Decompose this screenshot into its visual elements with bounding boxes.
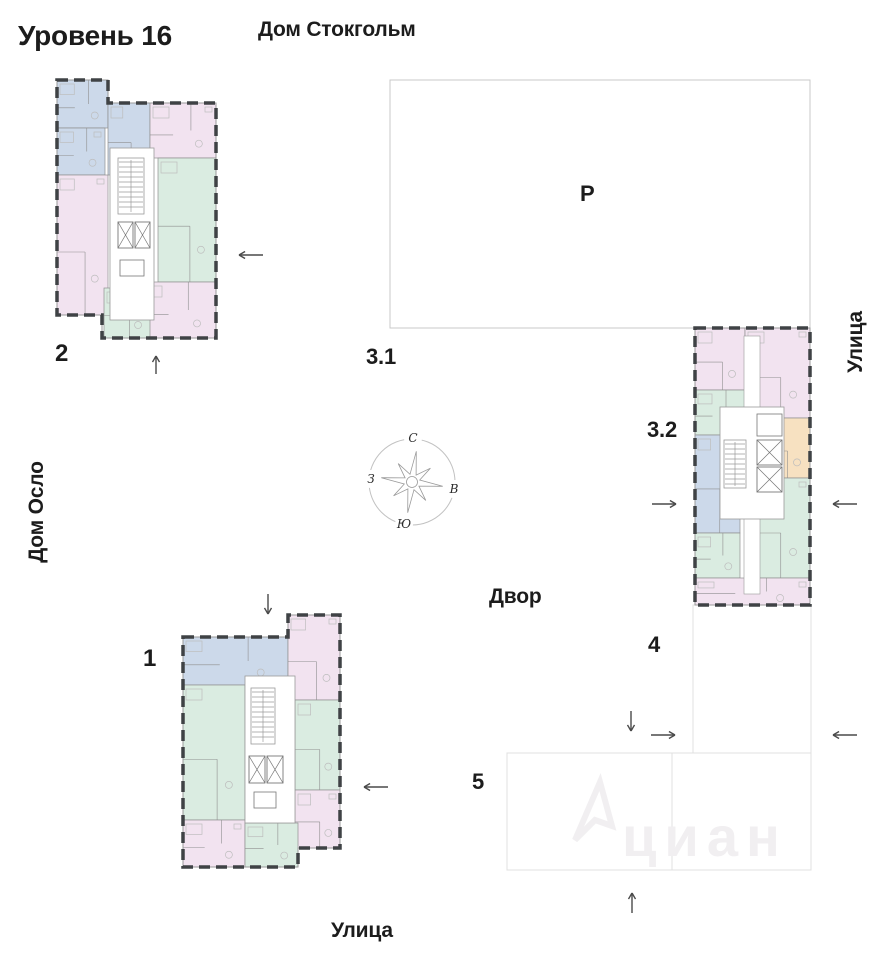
block-3-2-label: 3.2 — [647, 417, 677, 442]
courtyard-label: Двор — [489, 585, 542, 608]
direction-arrow — [363, 782, 388, 792]
compass-south-label: Ю — [396, 517, 411, 531]
block-1-label: 1 — [143, 645, 157, 672]
apartment — [56, 127, 106, 176]
apartment-interior — [150, 103, 213, 148]
apartment — [142, 281, 217, 339]
block-2-label: 2 — [55, 340, 69, 367]
block-5-label: 5 — [472, 769, 485, 794]
block-4-area-outline — [692, 604, 812, 754]
direction-arrow — [652, 499, 677, 509]
apartment — [294, 699, 341, 791]
building-1-plan — [181, 613, 342, 869]
building-outer-wall — [55, 78, 218, 340]
apartment — [694, 532, 741, 579]
direction-arrow — [832, 499, 857, 509]
apartment — [157, 157, 217, 283]
watermark-logo: циан — [572, 772, 788, 868]
apartment — [182, 819, 246, 868]
apartment-interior — [288, 618, 337, 700]
direction-arrows — [151, 250, 857, 913]
direction-arrow — [627, 892, 637, 913]
apartment — [182, 684, 246, 821]
compass-west-label: З — [367, 472, 374, 486]
page-title: Уровень 16 — [18, 20, 173, 51]
apartment — [287, 614, 341, 701]
apartment — [244, 822, 299, 868]
apartment-interior — [695, 578, 807, 602]
watermark-text: циан — [622, 805, 788, 868]
house-oslo-label: Дом Осло — [25, 461, 48, 563]
building-2-plan — [55, 78, 218, 340]
building-core — [109, 147, 155, 321]
street-bottom-label: Улица — [331, 919, 393, 942]
building-core — [719, 335, 785, 595]
building-3-2-plan — [693, 326, 812, 607]
apartment — [149, 102, 217, 159]
apartment-interior — [695, 331, 736, 390]
apartment-interior — [695, 533, 733, 571]
block-4-lower-area-outline — [671, 752, 812, 871]
apartment — [694, 327, 746, 391]
direction-arrow — [651, 730, 676, 740]
compass-star-icon — [381, 451, 443, 513]
apartment — [56, 79, 109, 129]
street-right-label: Улица — [844, 311, 867, 373]
apartment-interior — [295, 793, 337, 848]
apartment-interior — [183, 820, 242, 859]
apartment — [56, 174, 109, 316]
apartment-interior — [158, 161, 205, 282]
direction-arrow — [238, 250, 263, 260]
direction-arrow — [263, 594, 273, 615]
direction-arrow — [626, 711, 636, 732]
building-outer-wall — [693, 326, 812, 607]
direction-arrow — [832, 730, 857, 740]
direction-arrow — [151, 355, 161, 374]
apartment-interior — [295, 703, 333, 790]
apartment-interior — [57, 128, 102, 167]
apartment-interior — [57, 178, 105, 315]
block-4-label: 4 — [648, 632, 661, 657]
building-core — [244, 675, 296, 824]
compass-north-label: С — [408, 431, 417, 445]
apartment-interior — [57, 80, 99, 120]
block-3-1-label: 3.1 — [366, 344, 396, 369]
house-stockholm-label: Дом Стокгольм — [258, 18, 416, 41]
apartment-interior — [183, 688, 233, 820]
building-outer-wall — [181, 613, 342, 869]
apartment-interior — [245, 823, 289, 860]
compass-rose: С В Ю З — [362, 429, 463, 533]
parking-label: Р — [580, 181, 595, 206]
parking-area-outline — [389, 79, 811, 329]
compass-east-label: В — [449, 482, 459, 496]
